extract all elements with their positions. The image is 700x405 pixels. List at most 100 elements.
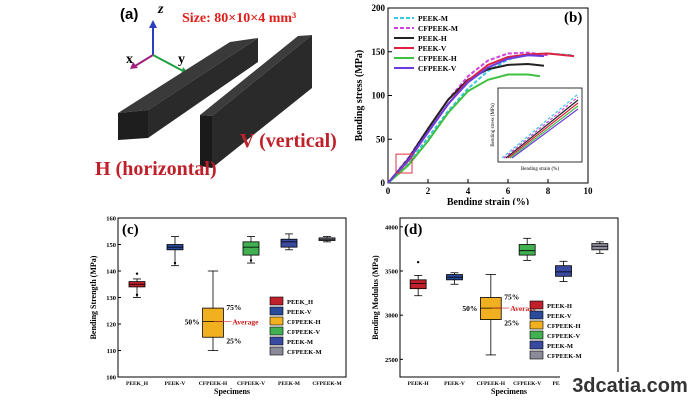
inset-series-line [507, 102, 579, 159]
x-tick-label: CFPEEK-V [237, 381, 265, 387]
y-tick-label: 200 [372, 3, 386, 13]
box-body [409, 279, 427, 290]
legend-label: CFPEEK-V [547, 333, 581, 340]
y-tick-label: 3500 [385, 269, 398, 276]
inset-series-line [505, 99, 579, 159]
x-tick-label: CFPEEK-V [513, 381, 541, 387]
annot-p25: 25% [226, 336, 241, 345]
y-tick-label: 0 [381, 178, 386, 188]
zoom-box [395, 153, 413, 174]
size-text: Size: 80×10×4 mm³ [182, 11, 297, 26]
x-tick-label: 4 [466, 186, 471, 196]
bar-h-side [148, 38, 258, 138]
y-tick-label: 160 [106, 216, 116, 223]
x-axis-label: Bending strain (%) [447, 197, 529, 205]
annot-p75: 75% [226, 303, 241, 312]
y-tick-label: 50 [376, 134, 386, 144]
x-axis [134, 54, 154, 67]
y-tick-label: 3000 [385, 313, 398, 320]
legend-label: CFPEEK-M [287, 349, 322, 356]
series-line [387, 73, 541, 184]
x-tick-label: CFPEEK-M [312, 381, 342, 387]
box-body [518, 244, 536, 256]
y-tick-label: 150 [106, 242, 116, 249]
box-outlier [135, 293, 139, 297]
panel-c: 100 110 120 130 140 150 160 PEEK_H PEEK-V CFPEEK-… [80, 205, 370, 400]
x-tick-label: 6 [506, 186, 511, 196]
legend-swatch [529, 310, 544, 320]
legend-label: PEEK-M [418, 14, 448, 23]
bar-v-top [200, 35, 312, 116]
box-body [555, 265, 572, 277]
annot-average: Average [232, 317, 259, 326]
x-tick-label: 8 [546, 186, 551, 196]
panel-label: (d) [404, 222, 422, 238]
plot-frame [399, 217, 619, 378]
y-tick-label: 100 [372, 91, 386, 101]
x-tick-label: PEEK-V [165, 381, 186, 387]
legend-label: PEEK-M [287, 339, 313, 346]
x-tick-label: CFPEEK-H [199, 381, 228, 387]
inset-frame [497, 87, 583, 163]
legend-label: CFPEEK-M [418, 24, 458, 33]
annot-average: Average [510, 304, 537, 313]
box-outlier [249, 259, 253, 262]
box-body [480, 297, 502, 320]
panel-b-label: (b) [564, 10, 582, 26]
chart-d-svg: 2500 3000 3500 4000 PEEK-H PEEK-V CFPEEK-H CFPE… [371, 217, 619, 396]
annot-p75: 75% [504, 293, 519, 302]
y-tick-label: 130 [106, 295, 116, 302]
legend-swatch [529, 330, 544, 340]
legend-label: PEEK-H [418, 34, 447, 43]
y-tick-label: 4000 [385, 224, 398, 231]
watermark: 3dcatia.com [560, 372, 700, 400]
box-body [280, 238, 298, 248]
x-axis-label: Specimens [214, 387, 250, 396]
panel-a-label: (a) [120, 6, 139, 23]
bar-h-end [118, 110, 148, 140]
box-body [242, 241, 260, 256]
legend-label: PEEK-V [287, 309, 312, 316]
x-axis-arrow [130, 62, 138, 69]
legend-swatch [269, 336, 284, 346]
inset-series-line [509, 105, 579, 159]
inset-y-label: Bending stress (MPa) [491, 103, 496, 147]
x-tick-label: PEEK-H [408, 381, 430, 387]
legend-label: PEEK_H [287, 299, 313, 306]
legend-label: PEEK-M [547, 343, 573, 350]
inset-series-line [503, 96, 579, 159]
box-body [591, 243, 609, 251]
x-tick-label: PEEK-M [278, 381, 301, 387]
y-tick-label: 150 [372, 47, 386, 57]
legend-label: CFPEEK-V [418, 64, 457, 73]
annot-p50: 50% [462, 304, 477, 313]
legend-label: PEEK-V [547, 313, 572, 320]
legend-swatch [529, 340, 544, 350]
legend-swatch [269, 316, 284, 326]
x-tick-label: 0 [386, 186, 391, 196]
box-body [202, 307, 224, 338]
legend-label: PEEK-V [418, 44, 447, 53]
legend-swatch [269, 306, 284, 316]
bar-v-end [200, 115, 212, 168]
x-tick-label: PEEK-V [444, 381, 465, 387]
bar-v-side [212, 35, 312, 168]
legend-label: PEEK-H [547, 303, 572, 310]
x-tick-label: 10 [584, 186, 594, 196]
chart-c-svg: 100 110 120 130 140 150 160 PEEK_H PEEK-V CFPEEK-… [89, 216, 347, 396]
y-axis-label: Bending stress (MPa) [354, 50, 365, 141]
y-tick-label: 100 [106, 375, 116, 382]
y-tick-label: 120 [106, 322, 116, 329]
panel-d: 2500 3000 3500 4000 PEEK-H PEEK-V CFPEEK-H CFPE… [370, 205, 700, 400]
annot-p50: 50% [185, 317, 200, 326]
legend-label: CFPEEK-H [418, 54, 457, 63]
legend-label: CFPEEK-H [287, 319, 321, 326]
bar-h-top [118, 38, 258, 113]
legend-swatch [269, 346, 284, 356]
box-outlier [416, 260, 420, 264]
horizontal-label: H (horizontal) [95, 158, 217, 180]
legend-label: CFPEEK-M [547, 353, 582, 360]
panel-a-figure [118, 20, 312, 168]
panel-label: (c) [122, 222, 139, 238]
